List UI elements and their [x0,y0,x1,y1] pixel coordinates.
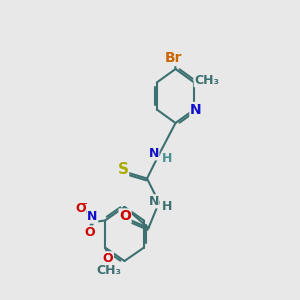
Text: O: O [75,202,86,215]
Text: Br: Br [165,52,183,65]
Text: O: O [103,252,113,265]
Text: S: S [118,162,128,177]
Text: N: N [87,210,98,223]
Text: O: O [119,209,131,223]
Text: H: H [162,152,172,165]
Text: O: O [85,226,95,239]
Text: N: N [148,147,159,160]
Text: N: N [190,103,202,116]
Text: CH₃: CH₃ [194,74,219,87]
Text: H: H [162,200,172,213]
Text: −: − [80,199,88,209]
Text: CH₃: CH₃ [97,264,122,278]
Text: N: N [148,195,159,208]
